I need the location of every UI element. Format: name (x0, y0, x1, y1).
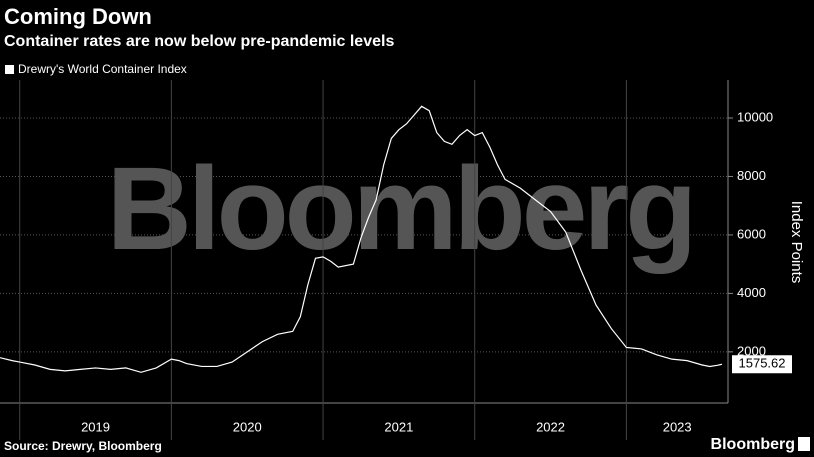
last-value-box (732, 355, 792, 374)
brand-icon (798, 437, 810, 451)
y-axis-label: Index Points (788, 201, 805, 284)
line (0, 105, 723, 373)
x-tick-label: 2022 (536, 419, 565, 434)
x-tick-label: 2023 (663, 419, 692, 434)
legend-swatch (5, 65, 14, 74)
x-tick-label: 2019 (81, 419, 110, 434)
y-tick-label: 6000 (737, 226, 766, 241)
source: Source: Drewry, Bloomberg (4, 439, 162, 453)
x-tick-label: 2021 (384, 419, 413, 434)
x-tick-label: 2020 (233, 419, 262, 434)
last-value-label: 1575.62 (739, 356, 786, 371)
brand: Bloomberg (711, 436, 795, 453)
watermark: Bloomberg (107, 143, 694, 275)
y-tick-label: 2000 (737, 343, 766, 358)
y-tick-label: 10000 (737, 109, 773, 124)
y-tick-label: 4000 (737, 285, 766, 300)
chart-subtitle: Container rates are now below pre-pandem… (4, 33, 394, 50)
y-tick-label: 8000 (737, 168, 766, 183)
chart-title: Coming Down (4, 4, 152, 29)
legend-label: Drewry's World Container Index (18, 62, 187, 76)
